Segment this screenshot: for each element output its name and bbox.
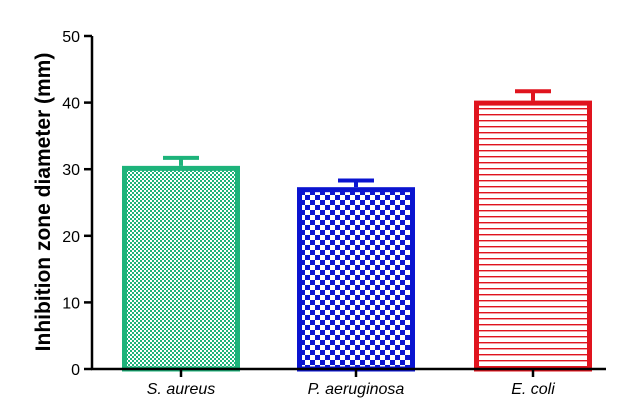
y-tick-label-0: 0 (71, 362, 80, 379)
bars-layer (122, 100, 592, 372)
y-tick-label-2: 20 (62, 229, 80, 246)
x-tick-label-1: P. aeruginosa (308, 381, 405, 398)
error-bars-layer (163, 89, 551, 188)
x-tick-label-2: E. coli (511, 381, 555, 398)
x-tick-label-0: S. aureus (147, 381, 215, 398)
y-tick-label-3: 30 (62, 162, 80, 179)
bar-0 (122, 165, 240, 372)
bar-1 (297, 187, 415, 372)
axes-layer: 0 10 20 30 40 50 S. aureus P. aeruginosa E. coli (62, 29, 606, 398)
y-tick-label-5: 50 (62, 29, 80, 46)
bar-2 (474, 100, 592, 372)
y-tick-label-1: 10 (62, 295, 80, 312)
y-axis-title: Inhibition zone diameter (mm) (32, 53, 55, 352)
y-tick-label-4: 40 (62, 96, 80, 113)
